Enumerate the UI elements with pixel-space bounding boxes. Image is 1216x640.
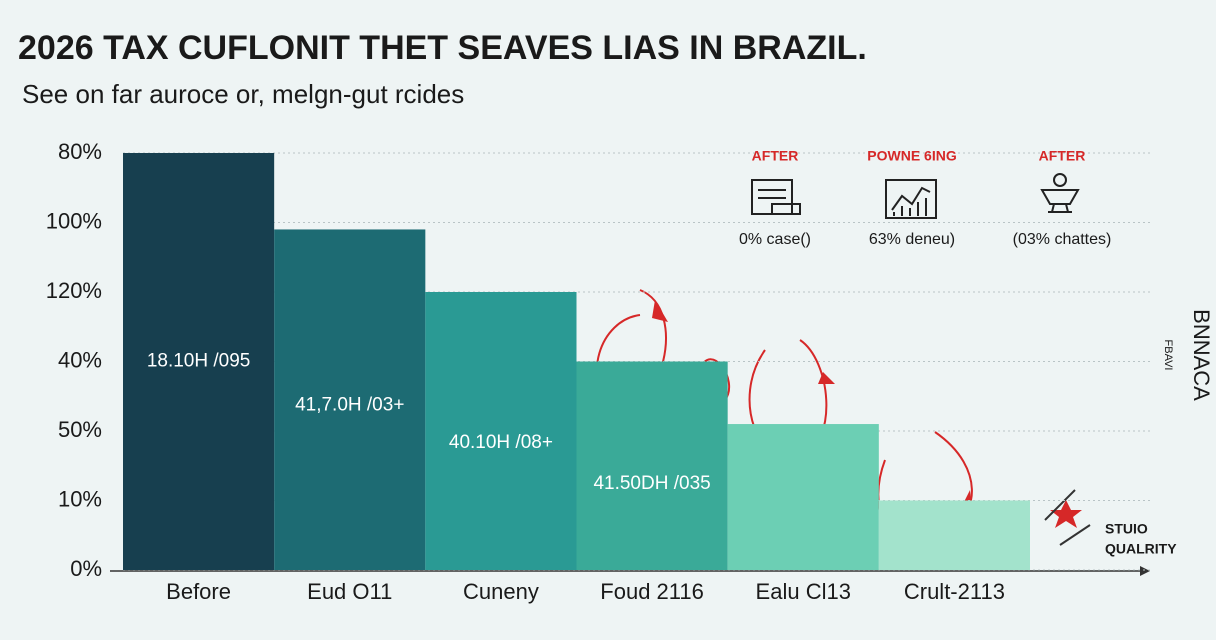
bar-label: 41.50DH /035	[593, 473, 710, 494]
chart-subtitle: See on far auroce or, melgn-gut rcides	[22, 79, 464, 109]
legend-icons	[751, 173, 1080, 219]
y-tick-label: 0%	[70, 556, 102, 581]
legend-heading: POWNE 6ING	[867, 148, 957, 164]
x-tick-label: Before	[166, 579, 231, 604]
x-tick-label: Eud O11	[307, 579, 392, 604]
badge-mark	[1044, 489, 1091, 546]
icon	[1053, 173, 1067, 187]
x-tick-label: Crult-2113	[904, 579, 1005, 604]
bar	[123, 153, 275, 570]
x-tick-label: Cuneny	[463, 579, 539, 604]
y-tick-label: 80%	[58, 139, 102, 164]
x-tick-label: Ealu Cl13	[756, 579, 851, 604]
y-tick-label: 100%	[46, 208, 102, 233]
side-label: FBAVI	[1162, 340, 1174, 371]
y-tick-label: 50%	[58, 417, 102, 442]
y-tick-label: 120%	[46, 278, 102, 303]
chart-title: 2026 TAX CUFLONIT THET SEAVES LIAS IN BR…	[18, 29, 867, 67]
legend-heading: AFTER	[1039, 148, 1086, 164]
bar	[425, 292, 577, 570]
legend-heading: AFTER	[752, 148, 799, 164]
bar	[727, 424, 879, 570]
badge-text: QUALRITY	[1105, 541, 1177, 557]
bar-label: 41,7.0H /03+	[295, 395, 404, 416]
side-label: BNNACA	[1189, 309, 1214, 401]
bar	[878, 500, 1030, 570]
axis-arrow	[1140, 566, 1150, 576]
legend-caption: (03% chattes)	[1013, 231, 1112, 248]
bar-label: 40.10H /08+	[449, 432, 553, 453]
y-tick-label: 10%	[58, 486, 102, 511]
y-tick-label: 40%	[58, 347, 102, 372]
badge-text: STUIO	[1105, 521, 1148, 537]
bar-label: 18.10H /095	[147, 351, 251, 372]
icon	[885, 179, 937, 219]
legend-caption: 63% deneu)	[869, 231, 955, 248]
legend-caption: 0% case()	[739, 231, 811, 248]
bar	[576, 361, 728, 570]
x-tick-label: Foud 2116	[600, 579, 704, 604]
bar	[274, 229, 426, 570]
